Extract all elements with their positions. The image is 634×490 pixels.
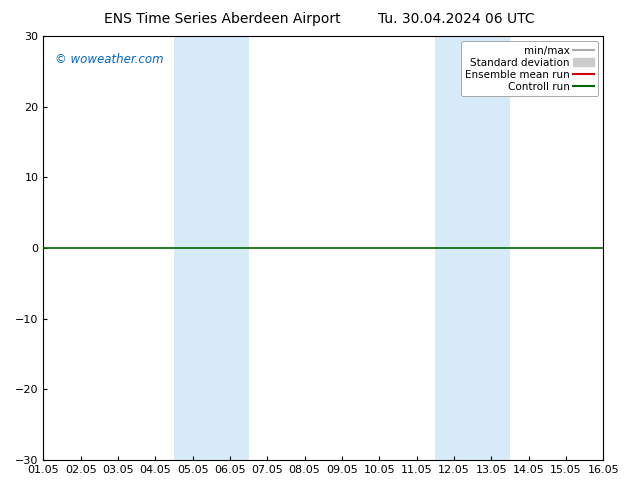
Legend: min/max, Standard deviation, Ensemble mean run, Controll run: min/max, Standard deviation, Ensemble me… xyxy=(461,41,598,96)
Text: ENS Time Series Aberdeen Airport: ENS Time Series Aberdeen Airport xyxy=(103,12,340,26)
Bar xyxy=(472,36,510,460)
Bar xyxy=(211,36,249,460)
Bar xyxy=(174,36,211,460)
Text: © woweather.com: © woweather.com xyxy=(55,53,163,66)
Text: Tu. 30.04.2024 06 UTC: Tu. 30.04.2024 06 UTC xyxy=(378,12,535,26)
Bar xyxy=(435,36,472,460)
